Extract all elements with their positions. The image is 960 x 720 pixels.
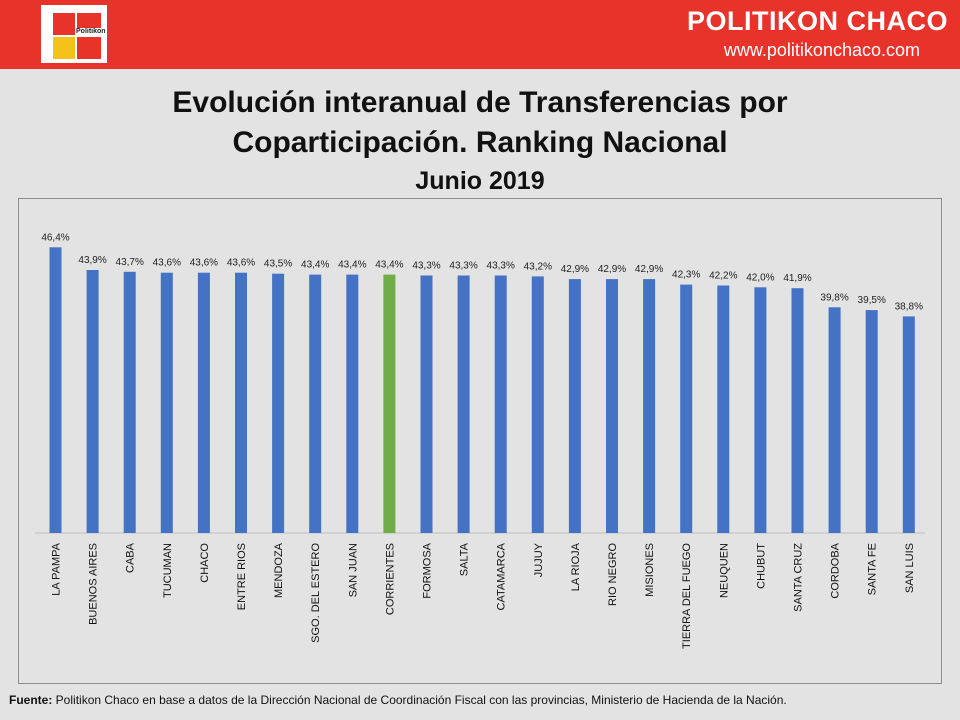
x-tick-label: SAN JUAN xyxy=(347,543,359,597)
data-label: 42,0% xyxy=(746,272,774,283)
bar-buenos-aires xyxy=(86,270,99,533)
data-label: 42,3% xyxy=(672,270,700,281)
brand-url: www.politikonchaco.com xyxy=(723,40,920,60)
data-label: 39,8% xyxy=(820,292,848,303)
data-label: 43,6% xyxy=(153,258,181,269)
x-tick-label: TUCUMAN xyxy=(162,543,174,598)
politikon-logo: Politikon xyxy=(41,5,107,63)
bar-chaco xyxy=(197,272,210,533)
bar-tierra-del-fuego xyxy=(680,284,693,533)
bar-chart: 46,4% LA PAMPA 43,9% BUENOS AIRES 43,7% CABA 4… xyxy=(35,232,925,649)
logo-square xyxy=(53,37,75,59)
x-tick-label: SANTA FE xyxy=(867,543,879,595)
bar-chubut xyxy=(754,287,767,533)
chart-area: 46,4% LA PAMPA 43,9% BUENOS AIRES 43,7% CABA 4… xyxy=(18,198,942,684)
bar-catamarca xyxy=(494,275,507,533)
x-tick-label: CATAMARCA xyxy=(496,542,508,610)
bar-san-juan xyxy=(346,274,359,533)
data-label: 38,8% xyxy=(895,301,923,312)
bar-tucuman xyxy=(160,272,173,533)
data-label: 39,5% xyxy=(858,295,886,306)
header-bar: Politikon POLITIKON CHACO www.politikonc… xyxy=(0,0,960,69)
bar-mendoza xyxy=(272,273,285,533)
brand-name: POLITIKON CHACO xyxy=(687,6,948,36)
bar-santa-cruz xyxy=(791,288,804,533)
bar-formosa xyxy=(420,275,433,533)
data-label: 43,5% xyxy=(264,259,292,270)
data-label: 43,6% xyxy=(227,258,255,269)
x-tick-label: MENDOZA xyxy=(273,542,285,598)
x-tick-label: SGO. DEL ESTERO xyxy=(310,543,322,643)
x-tick-label: MISIONES xyxy=(644,543,656,597)
x-tick-label: SANTA CRUZ xyxy=(793,543,805,612)
x-tick-label: JUJUY xyxy=(533,542,545,577)
bar-sgo-del-estero xyxy=(309,274,322,533)
logo-text: Politikon xyxy=(75,28,107,36)
x-tick-label: BUENOS AIRES xyxy=(88,543,100,625)
x-tick-label: CHUBUT xyxy=(755,543,767,589)
chart-title-line1: Evolución interanual de Transferencias p… xyxy=(172,86,788,119)
data-label: 43,7% xyxy=(116,257,144,268)
chart-title-line2: Coparticipación. Ranking Nacional xyxy=(232,126,728,159)
bar-santa-fe xyxy=(865,310,878,533)
data-label: 43,3% xyxy=(449,261,477,272)
source-footer: Fuente: Politikon Chaco en base a datos … xyxy=(9,693,787,707)
bar-misiones xyxy=(643,279,656,533)
data-label: 42,9% xyxy=(561,264,589,275)
x-tick-label: SALTA xyxy=(459,542,471,576)
data-label: 43,9% xyxy=(78,255,106,266)
data-label: 43,3% xyxy=(412,261,440,272)
bar-neuquen xyxy=(717,285,730,533)
chart-subtitle: Junio 2019 xyxy=(415,167,545,195)
bar-rio-negro xyxy=(606,279,618,533)
bar-salta xyxy=(457,275,470,533)
bar-san-luis xyxy=(902,316,915,533)
x-tick-label: CABA xyxy=(125,542,137,573)
bar-corrientes xyxy=(383,274,396,533)
bar-jujuy xyxy=(531,276,544,533)
x-tick-label: RIO NEGRO xyxy=(607,543,619,606)
data-label: 43,2% xyxy=(524,261,552,272)
x-tick-label: TIERRA DEL FUEGO xyxy=(681,543,693,649)
data-label: 41,9% xyxy=(783,273,811,284)
data-label: 43,6% xyxy=(190,258,218,269)
data-label: 43,4% xyxy=(301,260,329,271)
x-tick-label: NEUQUEN xyxy=(718,543,730,598)
x-tick-label: CORRIENTES xyxy=(384,543,396,615)
x-tick-label: CORDOBA xyxy=(830,542,842,598)
data-label: 43,4% xyxy=(375,260,403,271)
logo-square xyxy=(53,13,75,35)
source-label: Fuente: xyxy=(9,693,53,707)
bar-la-pampa xyxy=(49,247,62,534)
data-label: 42,2% xyxy=(709,271,737,282)
data-label: 43,4% xyxy=(338,260,366,271)
data-label: 43,3% xyxy=(487,261,515,272)
x-tick-label: CHACO xyxy=(199,543,211,583)
data-label: 42,9% xyxy=(635,264,663,275)
bar-la-rioja xyxy=(568,279,581,533)
x-tick-label: FORMOSA xyxy=(422,542,434,598)
source-text: Politikon Chaco en base a datos de la Di… xyxy=(52,693,787,707)
bar-caba xyxy=(123,271,136,533)
x-tick-label: LA PAMPA xyxy=(51,542,63,595)
logo-square xyxy=(77,37,101,59)
x-tick-label: ENTRE RIOS xyxy=(236,543,248,610)
data-label: 46,4% xyxy=(41,232,69,243)
data-label: 42,9% xyxy=(598,264,626,275)
bar-entre-rios xyxy=(235,272,247,533)
x-tick-label: LA RIOJA xyxy=(570,542,582,591)
bar-cordoba xyxy=(828,307,841,533)
x-tick-label: SAN LUIS xyxy=(904,543,916,593)
